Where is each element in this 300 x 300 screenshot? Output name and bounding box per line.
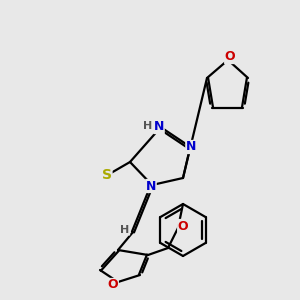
Text: N: N xyxy=(146,179,156,193)
Text: S: S xyxy=(102,168,112,182)
Text: H: H xyxy=(143,121,153,131)
Text: N: N xyxy=(186,140,196,154)
Text: O: O xyxy=(225,50,235,64)
Text: O: O xyxy=(178,220,188,232)
Text: H: H xyxy=(120,225,130,235)
Text: N: N xyxy=(154,121,164,134)
Text: O: O xyxy=(108,278,118,292)
